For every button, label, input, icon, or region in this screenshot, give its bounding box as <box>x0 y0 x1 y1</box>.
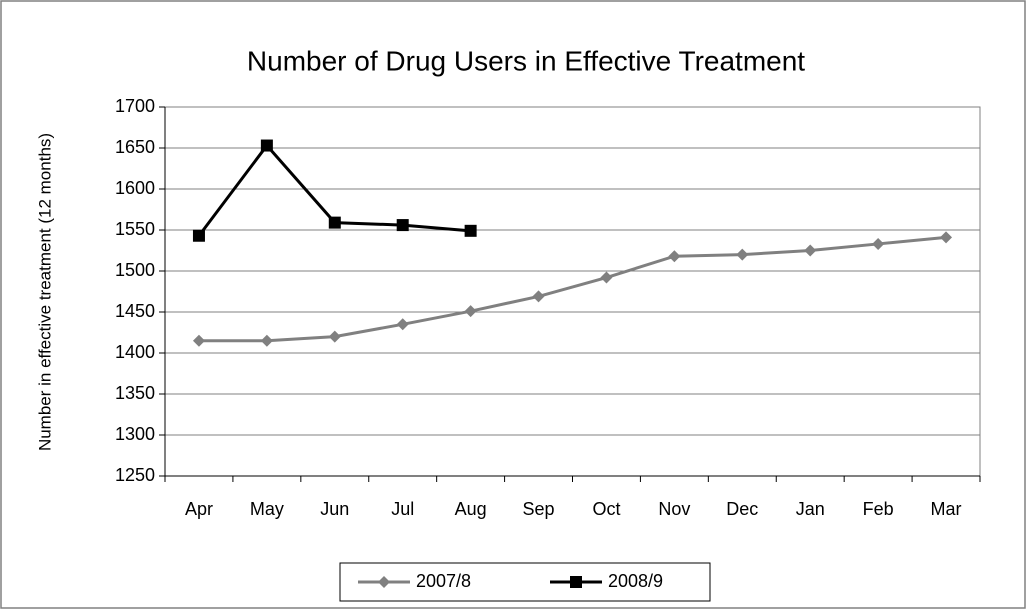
legend-marker <box>570 576 582 588</box>
x-tick-label: Jun <box>320 499 349 519</box>
data-point <box>940 231 953 244</box>
data-point <box>192 334 205 347</box>
y-tick-label: 1500 <box>115 260 155 280</box>
data-point <box>260 139 273 152</box>
data-point <box>192 229 205 242</box>
x-tick-label: Jul <box>391 499 414 519</box>
legend-label: 2007/8 <box>416 571 471 591</box>
y-tick-label: 1700 <box>115 96 155 116</box>
data-point <box>872 237 885 250</box>
data-point <box>600 271 613 284</box>
legend-marker <box>378 576 390 588</box>
chart-title: Number of Drug Users in Effective Treatm… <box>247 45 805 76</box>
data-point <box>804 244 817 257</box>
series-line <box>198 235 947 343</box>
y-tick-label: 1450 <box>115 301 155 321</box>
data-point <box>260 334 273 347</box>
data-point <box>736 248 749 261</box>
y-tick-label: 1400 <box>115 342 155 362</box>
y-tick-label: 1300 <box>115 424 155 444</box>
x-tick-label: Sep <box>523 499 555 519</box>
x-tick-label: Oct <box>592 499 620 519</box>
x-tick-label: Jan <box>796 499 825 519</box>
data-point <box>396 219 409 232</box>
x-tick-label: Nov <box>658 499 690 519</box>
x-tick-label: Dec <box>726 499 758 519</box>
data-point <box>464 305 477 318</box>
data-point <box>328 330 341 343</box>
data-point <box>668 250 681 263</box>
x-tick-label: Aug <box>455 499 487 519</box>
y-tick-label: 1350 <box>115 383 155 403</box>
x-tick-label: Apr <box>185 499 213 519</box>
y-tick-label: 1550 <box>115 219 155 239</box>
y-tick-label: 1600 <box>115 178 155 198</box>
x-tick-label: May <box>250 499 284 519</box>
y-tick-label: 1650 <box>115 137 155 157</box>
data-point <box>532 290 545 303</box>
y-tick-label: 1250 <box>115 465 155 485</box>
y-axis-label: Number in effective treatment (12 months… <box>35 133 54 451</box>
x-tick-label: Feb <box>863 499 894 519</box>
legend-label: 2008/9 <box>608 571 663 591</box>
plot-area <box>164 106 981 477</box>
x-tick-label: Mar <box>931 499 962 519</box>
data-point <box>464 224 477 237</box>
data-point <box>396 318 409 331</box>
data-point <box>328 216 341 229</box>
